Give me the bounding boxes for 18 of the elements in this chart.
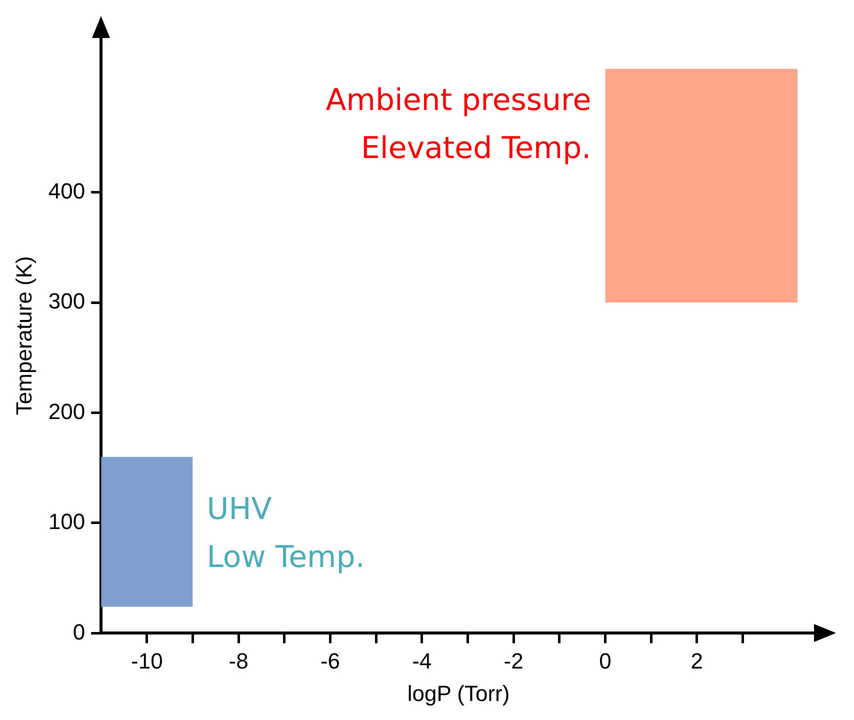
annotation: Elevated Temp. xyxy=(361,130,592,168)
y-axis-title: Temperature (K) xyxy=(11,256,36,416)
x-tick-label: -10 xyxy=(131,648,163,674)
y-tick-label: 300 xyxy=(48,288,86,314)
annotation: Ambient pressure xyxy=(326,82,592,120)
x-tick-label: -2 xyxy=(504,648,524,674)
y-tick-label: 0 xyxy=(72,619,86,644)
x-tick-label: 0 xyxy=(599,648,612,674)
x-tick-label: -8 xyxy=(228,648,248,674)
x-tick-label: 2 xyxy=(690,648,703,674)
annotation: UHV xyxy=(206,490,272,529)
x-tick-label: -4 xyxy=(412,648,432,674)
x-axis-title: logP (Torr) xyxy=(407,680,510,706)
y-tick-label: 200 xyxy=(48,398,86,424)
y-tick-label: 400 xyxy=(48,178,86,204)
y-tick-label: 100 xyxy=(48,509,86,534)
x-tick-label: -6 xyxy=(320,648,340,674)
annotation: Low Temp. xyxy=(206,538,365,577)
